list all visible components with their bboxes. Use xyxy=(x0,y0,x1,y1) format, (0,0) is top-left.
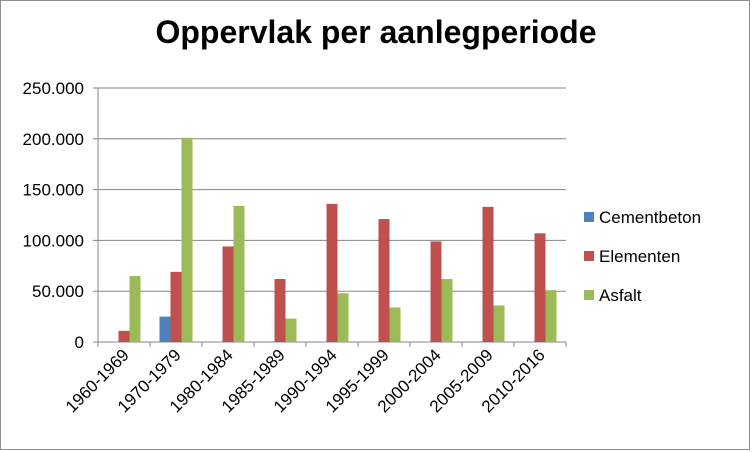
bar-asfalt xyxy=(285,318,297,342)
legend: Cementbeton Elementen Asfalt xyxy=(584,208,701,305)
bar-elementen xyxy=(118,330,130,342)
bar-elementen xyxy=(482,206,494,342)
bar-asfalt xyxy=(389,307,401,342)
bar-elementen xyxy=(378,219,390,342)
bar-asfalt xyxy=(233,205,245,342)
bar-elementen xyxy=(534,233,546,342)
bar-asfalt xyxy=(337,293,349,342)
legend-swatch xyxy=(584,290,594,300)
bar-asfalt xyxy=(181,137,193,342)
bar-asfalt xyxy=(129,275,141,342)
bar-elementen xyxy=(274,279,286,342)
y-tick-label: 150.000 xyxy=(23,181,84,200)
bars xyxy=(118,137,557,342)
y-tick-labels: 0 50.000 100.000 150.000 200.000 250.000 xyxy=(23,79,84,352)
bar-cementbeton xyxy=(159,316,171,342)
bar-elementen xyxy=(170,271,182,342)
bar-elementen xyxy=(430,241,442,342)
bar-asfalt xyxy=(545,290,557,342)
y-tick-label: 200.000 xyxy=(23,130,84,149)
y-tick-label: 100.000 xyxy=(23,231,84,250)
bar-asfalt xyxy=(441,279,453,342)
bar-asfalt xyxy=(493,305,505,342)
legend-swatch xyxy=(584,212,594,222)
y-tick-label: 250.000 xyxy=(23,79,84,98)
legend-label: Asfalt xyxy=(599,286,642,305)
x-tick-labels: 1960-19691970-19791980-19841985-19891990… xyxy=(62,345,549,416)
bar-elementen xyxy=(222,246,234,342)
y-tick-label: 50.000 xyxy=(32,282,84,301)
y-tick-label: 0 xyxy=(75,333,84,352)
legend-swatch xyxy=(584,251,594,261)
bar-elementen xyxy=(326,203,338,342)
legend-label: Elementen xyxy=(599,247,680,266)
chart-title: Oppervlak per aanlegperiode xyxy=(155,14,597,50)
legend-label: Cementbeton xyxy=(599,208,701,227)
